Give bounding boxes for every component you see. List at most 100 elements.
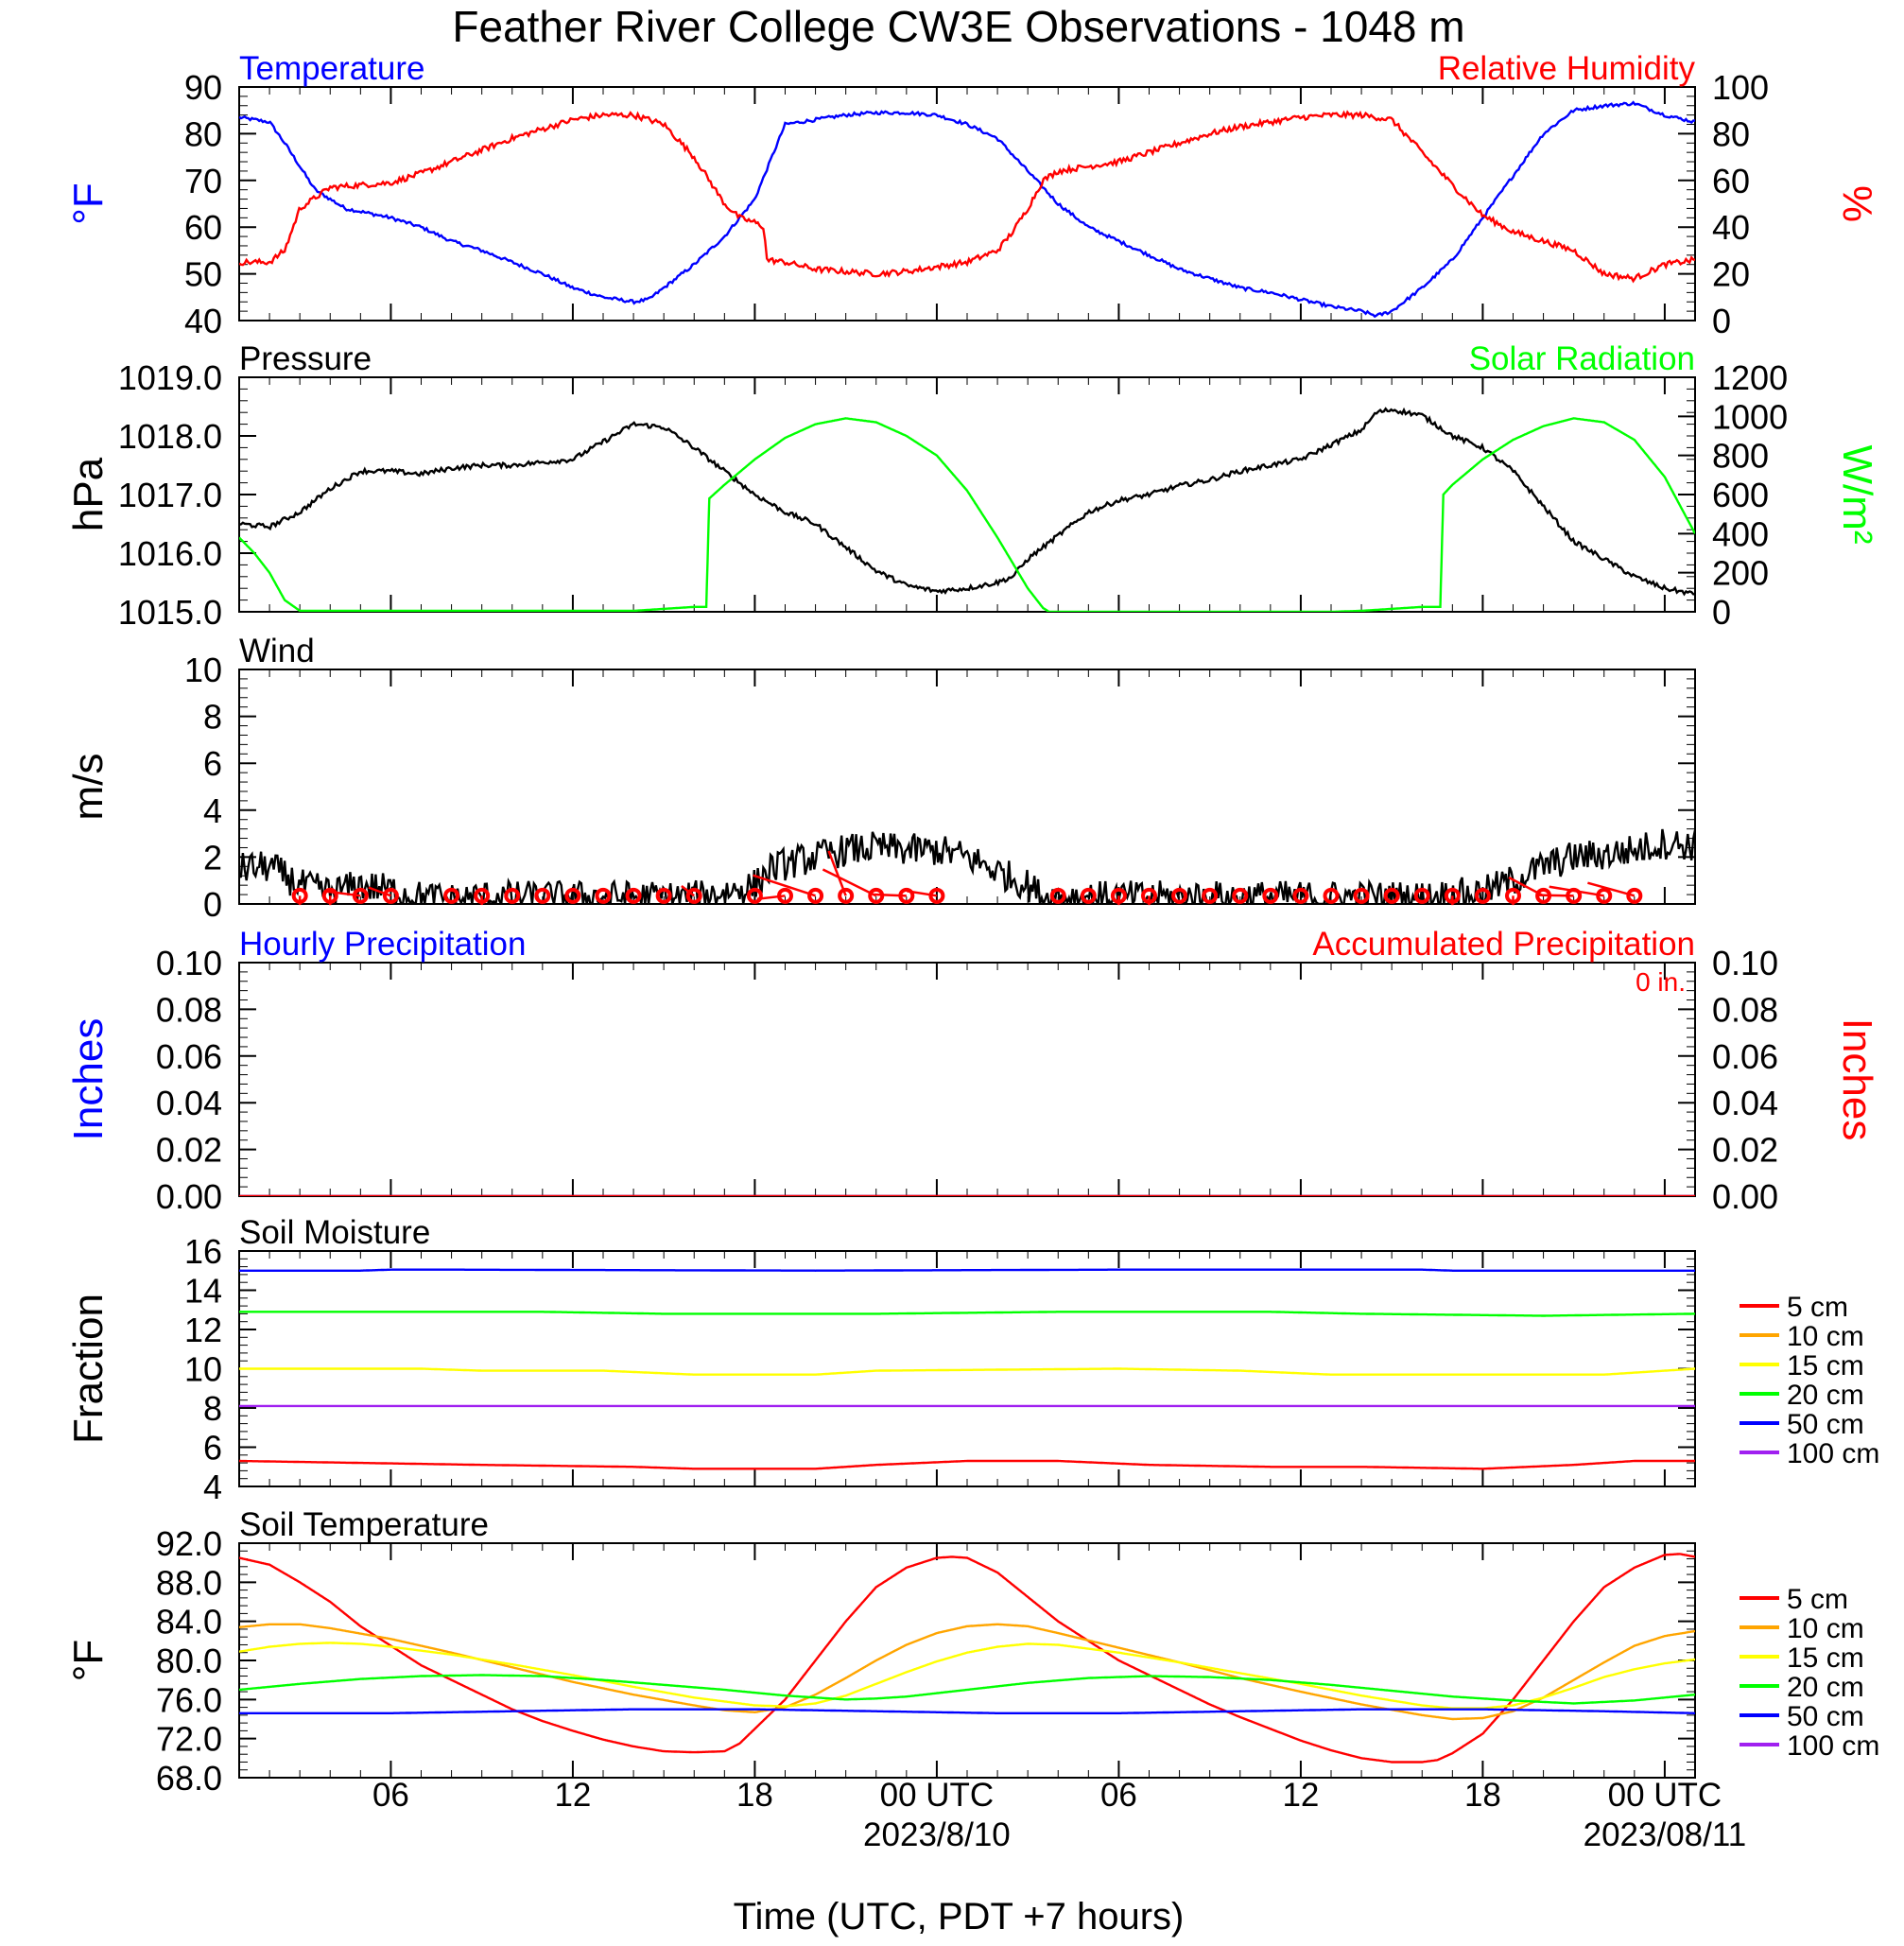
wind-calm-marker [1383, 887, 1400, 904]
wind-barb-shaft [827, 850, 847, 896]
legend-label: 5 cm [1787, 1292, 1848, 1323]
wind-calm-marker [1323, 887, 1340, 904]
x-tick-label: 12 [1282, 1777, 1319, 1814]
y-right-tick-label: 20 [1712, 255, 1750, 294]
wind-calm-marker [1474, 887, 1491, 904]
y-left-tick-label: 0.10 [156, 944, 222, 982]
wind-barb-shaft [1537, 894, 1574, 897]
y-left-label: Inches [65, 1018, 112, 1141]
wind-barb-origin [685, 887, 702, 904]
panel-title-right: Solar Radiation [1469, 340, 1695, 377]
wind-calm-marker [1262, 887, 1279, 904]
wind-barb-origin [807, 887, 824, 904]
x-tick-label: 06 [372, 1777, 409, 1814]
y-right-tick-label: 40 [1712, 208, 1750, 247]
y-left-tick-label: 90 [184, 68, 222, 107]
wind-calm-marker [1292, 887, 1309, 904]
x-date-label: 2023/08/11 [1584, 1816, 1747, 1853]
plot-frame [238, 376, 1696, 613]
y-left-tick-label: 76.0 [156, 1680, 222, 1719]
wind-barb-shaft [753, 874, 816, 897]
y-left-tick-label: 10 [184, 1350, 222, 1389]
plot-frame [238, 962, 1696, 1197]
panel-title-left: Wind [239, 633, 315, 669]
legend-label: 10 cm [1787, 1613, 1864, 1644]
wind-barb-shaft [756, 895, 786, 900]
y-left-tick-label: 0.02 [156, 1131, 222, 1170]
y-left-tick-label: 0 [203, 885, 222, 924]
x-tick-label: 18 [736, 1777, 773, 1814]
y-left-tick-label: 10 [184, 651, 222, 689]
y-right-tick-label: 0.02 [1712, 1131, 1778, 1170]
y-left-tick-label: 1016.0 [118, 534, 222, 573]
plot-frame [238, 86, 1696, 321]
y-left-tick-label: 1018.0 [118, 417, 222, 456]
wind-barb-origin [838, 887, 855, 904]
panel-title-left: Pressure [239, 340, 372, 377]
wind-calm-marker [1413, 887, 1430, 904]
y-left-tick-label: 72.0 [156, 1720, 222, 1759]
y-left-label: °F [65, 182, 112, 224]
y-left-tick-label: 40 [184, 302, 222, 340]
plot-frame [238, 1542, 1696, 1779]
y-left-tick-label: 2 [203, 838, 222, 877]
y-right-tick-label: 0.06 [1712, 1037, 1778, 1076]
series-line-1 [239, 1623, 1695, 1721]
wind-barb-origin [382, 887, 399, 904]
y-left-tick-label: 70 [184, 162, 222, 200]
y-right-label: % [1834, 185, 1880, 222]
chart-title: Feather River College CW3E Observations … [452, 2, 1464, 51]
wind-calm-marker [564, 887, 581, 904]
panel-temperature_rh: 90 80 70 60 50 40 100 80 60 40 20 0 Temperature Relat… [65, 50, 1880, 340]
y-right-tick-label: 0 [1712, 302, 1731, 340]
y-left-tick-label: 50 [184, 255, 222, 294]
y-left-tick-label: 16 [184, 1232, 222, 1271]
y-left-tick-label: 88.0 [156, 1563, 222, 1602]
wind-calm-marker [595, 887, 612, 904]
y-left-tick-label: 8 [203, 698, 222, 737]
panel-soil_temperature: 92.088.084.080.076.072.068.0 Soil Tempera… [65, 1506, 1879, 1798]
y-right-tick-label: 1000 [1712, 397, 1788, 436]
panel-title-left: Temperature [239, 50, 424, 87]
y-left-label: °F [65, 1640, 112, 1681]
y-right-tick-label: 800 [1712, 437, 1769, 476]
wind-calm-marker [443, 887, 460, 904]
y-left-tick-label: 4 [203, 791, 222, 830]
wind-calm-marker [746, 887, 763, 904]
y-right-label: W/m² [1834, 444, 1880, 544]
wind-calm-marker [625, 887, 642, 904]
y-left-label: m/s [65, 754, 112, 821]
legend-label: 20 cm [1787, 1380, 1864, 1411]
y-right-tick-label: 0.04 [1712, 1084, 1778, 1122]
wind-calm-marker [1049, 887, 1066, 904]
panel-title-left: Hourly Precipitation [239, 926, 526, 963]
y-right-tick-label: 0.08 [1712, 990, 1778, 1029]
wind-barb-origin [1626, 887, 1643, 904]
panel-pressure_solar: 1019.0 1018.0 1017.0 1016.0 1015.0 1200100080… [65, 340, 1880, 632]
series-line-1 [239, 417, 1695, 612]
legend-label: 15 cm [1787, 1642, 1864, 1674]
panel-title-left: Soil Temperature [239, 1506, 489, 1543]
x-axis-label: Time (UTC, PDT +7 hours) [734, 1896, 1185, 1937]
legend-label: 50 cm [1787, 1409, 1864, 1440]
y-right-tick-label: 60 [1712, 162, 1750, 200]
panel-precipitation: 0.10 0.08 0.06 0.04 0.02 0.00 0.10 0.08 0.06 0.04… [65, 926, 1880, 1216]
y-left-tick-label: 1017.0 [118, 476, 222, 514]
series-line-0 [239, 407, 1695, 597]
y-left-tick-label: 0.00 [156, 1177, 222, 1216]
series-line-1 [239, 1311, 1695, 1317]
wind-barb-shaft [325, 890, 361, 897]
wind-calm-marker [1171, 887, 1188, 904]
y-left-tick-label: 0.06 [156, 1037, 222, 1076]
series-line-1 [239, 110, 1695, 284]
legend-label: 100 cm [1787, 1730, 1879, 1762]
y-left-tick-label: 0.04 [156, 1084, 222, 1122]
wind-calm-marker [1232, 887, 1249, 904]
y-right-tick-label: 0.10 [1712, 944, 1778, 982]
wind-barb-shaft [907, 890, 938, 897]
y-right-label: Inches [1834, 1018, 1880, 1141]
y-right-tick-label: 600 [1712, 476, 1769, 514]
wind-calm-marker [1353, 887, 1370, 904]
